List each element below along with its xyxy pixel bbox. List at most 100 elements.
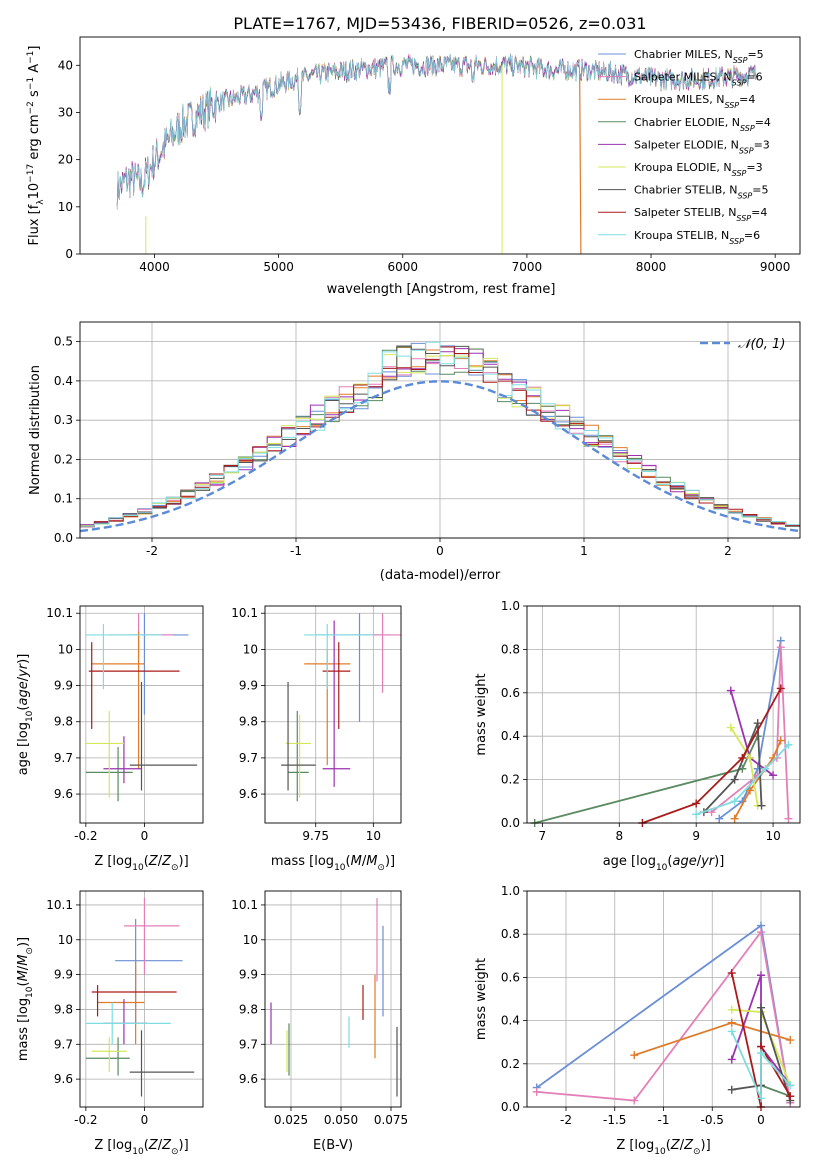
- figure-title: PLATE=1767, MJD=53436, FIBERID=0526, z=0…: [233, 14, 646, 33]
- axes-mass-vs-EBV: 0.025 0.050 0.075 9.6 9.7 9.8 9.9 10 10.1 E(B-V): [231, 890, 408, 1153]
- x-axis-label: Z [log10(Z/Z⊙)]: [94, 1138, 188, 1157]
- series-marker: [786, 1092, 795, 1101]
- series-marker: [786, 1081, 795, 1090]
- y-axis-label: mass weight: [474, 958, 489, 1040]
- series-marker: [727, 1018, 736, 1027]
- series-marker: [784, 740, 793, 749]
- series-marker: [776, 684, 785, 693]
- x-tick-label: -1: [290, 544, 302, 558]
- y-tick-label: 0.4: [54, 374, 73, 388]
- series-marker: [769, 771, 778, 780]
- series-marker: [784, 814, 793, 823]
- series-marker: [757, 928, 765, 937]
- y-tick-label: 0.2: [501, 1057, 520, 1071]
- y-tick-label: 0.8: [501, 927, 520, 941]
- y-tick-label: 9.7: [239, 1037, 258, 1051]
- x-tick-label: -0.2: [74, 1113, 97, 1127]
- series-marker: [757, 801, 766, 810]
- series-marker: [715, 814, 724, 823]
- series-marker: [692, 810, 701, 819]
- legend-entry: Chabrier MILES, NSSP=5: [634, 48, 764, 65]
- axes-mass-vs-Z: -0.2 0 9.6 9.7 9.8 9.9 10 10.1 Z [log10(Z/Z⊙)] ma…: [16, 890, 204, 1157]
- x-tick-label: 0: [141, 829, 149, 843]
- y-tick-label: 0.0: [54, 531, 73, 545]
- series-marker: [757, 1003, 765, 1012]
- y-tick-label: 9.9: [54, 679, 73, 693]
- x-tick-label: 1: [580, 544, 588, 558]
- x-axis-label: (data-model)/error: [380, 568, 501, 583]
- y-tick-label: 0.8: [501, 642, 520, 656]
- axes-age-vs-mass: 9.75 10 9.6 9.7 9.8 9.9 10 10.1 mass [log10(M/M⊙…: [231, 605, 402, 873]
- axes-frame: [526, 890, 801, 1108]
- y-tick-label: 0.3: [54, 413, 73, 427]
- legend-entry: Salpeter STELIB, NSSP=4: [634, 206, 767, 223]
- series-marker: [761, 764, 770, 773]
- y-tick-label: 10: [58, 933, 73, 947]
- x-tick-label: -0.5: [701, 1113, 724, 1127]
- y-tick-label: 10: [243, 642, 258, 656]
- legend-entry: Chabrier STELIB, NSSP=5: [634, 184, 768, 201]
- series-line: [730, 1031, 791, 1099]
- y-tick-label: 9.6: [239, 1072, 258, 1086]
- y-axis-label: mass [log10(M/M⊙)]: [16, 937, 35, 1061]
- y-tick-label: 10.1: [231, 606, 258, 620]
- x-axis-label: Z [log10(Z/Z⊙)]: [94, 854, 188, 873]
- x-tick-label: 0: [757, 1113, 765, 1127]
- y-tick-label: 9.8: [54, 1002, 73, 1016]
- legend-entry: Kroupa ELODIE, NSSP=3: [634, 161, 763, 178]
- spectrum-line: [116, 53, 757, 209]
- x-tick-label: 0.075: [374, 1113, 408, 1127]
- x-tick-label: -0.2: [74, 829, 97, 843]
- series-marker: [746, 786, 755, 795]
- series-marker: [630, 1096, 639, 1105]
- series-marker: [726, 723, 735, 732]
- y-tick-label: 0: [65, 247, 73, 261]
- axes-frame: [79, 36, 801, 255]
- axes-frame: [79, 321, 801, 539]
- y-tick-label: 10: [58, 642, 73, 656]
- y-tick-label: 1.0: [501, 599, 520, 613]
- x-tick-label: 10: [765, 829, 780, 843]
- y-tick-label: 9.9: [54, 968, 73, 982]
- series-marker: [726, 686, 735, 695]
- series-marker: [727, 1055, 736, 1064]
- y-tick-label: 0.6: [501, 970, 520, 984]
- legend-entry: 𝒩(0, 1): [738, 337, 785, 352]
- series-marker: [730, 797, 739, 806]
- legend-entry: Kroupa STELIB, NSSP=6: [634, 229, 760, 246]
- x-tick-label: -2: [560, 1113, 572, 1127]
- series-line: [642, 688, 782, 824]
- x-axis-label: mass [log10(M/M⊙)]: [271, 854, 395, 873]
- y-tick-label: 0.1: [54, 492, 73, 506]
- series-marker: [786, 1036, 795, 1045]
- y-tick-label: 0.2: [54, 452, 73, 466]
- x-tick-label: 7: [539, 829, 547, 843]
- axes-frame: [79, 890, 204, 1108]
- y-tick-label: 9.7: [54, 1037, 73, 1051]
- series-marker: [727, 969, 736, 978]
- histogram-step: [80, 341, 800, 527]
- y-tick-label: 9.9: [239, 679, 258, 693]
- series-line: [695, 744, 790, 816]
- series-marker: [727, 1005, 736, 1014]
- y-tick-label: 10.1: [46, 898, 73, 912]
- series-marker: [730, 775, 739, 784]
- y-tick-label: 9.9: [239, 968, 258, 982]
- x-tick-label: 0: [141, 1113, 149, 1127]
- y-tick-label: 9.6: [239, 787, 258, 801]
- axes-frame: [264, 890, 402, 1108]
- x-tick-label: 0: [436, 544, 444, 558]
- x-tick-label: 8: [615, 829, 623, 843]
- y-tick-label: 10: [58, 200, 73, 214]
- legend-entry: Salpeter MILES, NSSP=6: [634, 71, 763, 88]
- x-tick-label: 9000: [760, 260, 791, 274]
- series-marker: [753, 719, 762, 728]
- y-tick-label: 0.2: [501, 773, 520, 787]
- x-tick-label: -1: [658, 1113, 670, 1127]
- x-axis-label: Z [log10(Z/Z⊙)]: [616, 1138, 710, 1157]
- x-tick-label: -1.5: [603, 1113, 626, 1127]
- series-marker: [727, 1027, 736, 1036]
- y-tick-label: 9.7: [54, 751, 73, 765]
- y-tick-label: 10.1: [231, 898, 258, 912]
